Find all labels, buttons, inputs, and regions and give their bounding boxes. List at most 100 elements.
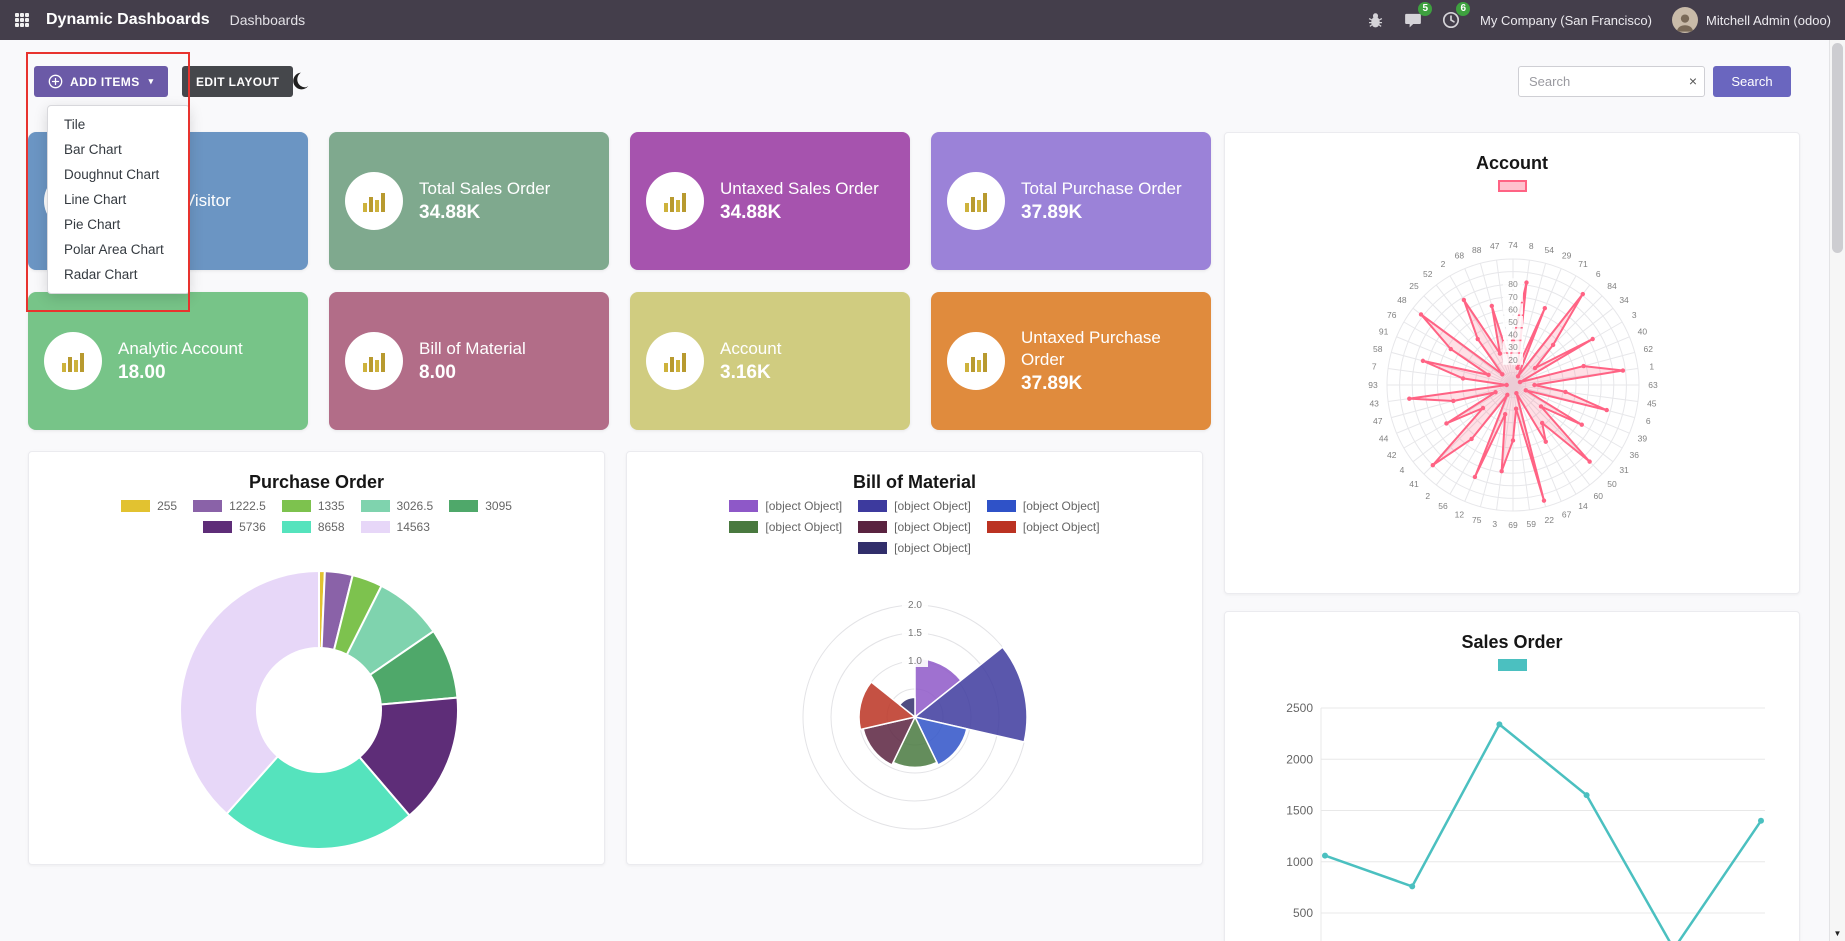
sales-order-line-chart[interactable]: 2500 2000 1500 1000 500 bbox=[1225, 612, 1799, 941]
svg-text:67: 67 bbox=[1562, 509, 1572, 519]
dashboard-tile-account[interactable]: Account 3.16K bbox=[630, 292, 910, 430]
svg-text:84: 84 bbox=[1607, 281, 1617, 291]
messages-icon[interactable]: 5 bbox=[1404, 2, 1433, 29]
legend-item[interactable]: 1222.5 bbox=[193, 499, 266, 513]
legend-color-box bbox=[360, 500, 390, 512]
legend-item[interactable]: [object Object] bbox=[729, 499, 842, 513]
dashboard-tile-total-purchase-order[interactable]: Total Purchase Order 37.89K bbox=[931, 132, 1211, 270]
legend-item[interactable]: [object Object] bbox=[986, 520, 1100, 534]
legend-item[interactable]: [object Object] bbox=[858, 499, 971, 513]
tile-title: Total Sales Order bbox=[419, 178, 551, 198]
apps-grid-icon[interactable] bbox=[14, 12, 30, 28]
debug-bug-icon[interactable] bbox=[1367, 12, 1384, 29]
legend-item[interactable] bbox=[1497, 659, 1527, 671]
dashboard-tile-untaxed-purchase-order[interactable]: Untaxed Purchase Order 37.89K bbox=[931, 292, 1211, 430]
dropdown-item-tile[interactable]: Tile bbox=[64, 117, 86, 132]
bar-chart-icon bbox=[664, 193, 686, 212]
legend-color-box bbox=[858, 500, 888, 512]
user-name: Mitchell Admin (odoo) bbox=[1706, 12, 1831, 28]
svg-text:2500: 2500 bbox=[1286, 701, 1313, 715]
dashboard-tile-untaxed-sales-order[interactable]: Untaxed Sales Order 34.88K bbox=[630, 132, 910, 270]
app-title[interactable]: Dynamic Dashboards bbox=[46, 11, 210, 28]
dropdown-item-doughnut-chart[interactable]: Doughnut Chart bbox=[64, 167, 160, 182]
add-items-button[interactable]: ADD ITEMS ▾ bbox=[34, 66, 168, 97]
legend-item[interactable]: 255 bbox=[121, 499, 177, 513]
legend-color-box bbox=[729, 500, 759, 512]
legend-item[interactable]: [object Object] bbox=[858, 520, 971, 534]
legend-item[interactable]: [object Object] bbox=[729, 520, 842, 534]
dropdown-item-line-chart[interactable]: Line Chart bbox=[64, 192, 127, 207]
svg-text:50: 50 bbox=[1508, 317, 1518, 327]
tile-title: Untaxed Sales Order bbox=[720, 178, 879, 198]
dashboard-tile-bill-of-material[interactable]: Bill of Material 8.00 bbox=[329, 292, 609, 430]
bar-chart-icon bbox=[965, 353, 987, 372]
chart-title-account: Account bbox=[1476, 153, 1548, 173]
legend-item[interactable]: [object Object] bbox=[858, 541, 971, 555]
legend-color-box bbox=[1497, 180, 1527, 192]
svg-text:25: 25 bbox=[1409, 281, 1419, 291]
dark-mode-toggle[interactable] bbox=[292, 70, 312, 90]
user-menu[interactable]: Mitchell Admin (odoo) bbox=[1672, 7, 1831, 33]
dropdown-item-radar-chart[interactable]: Radar Chart bbox=[64, 267, 138, 282]
svg-text:88: 88 bbox=[1472, 245, 1482, 255]
bar-chart-icon bbox=[363, 193, 385, 212]
dropdown-item-polar-area-chart[interactable]: Polar Area Chart bbox=[64, 242, 164, 257]
svg-text:3: 3 bbox=[1632, 310, 1637, 320]
tile-icon-circle bbox=[646, 172, 704, 230]
legend-item[interactable]: 3026.5 bbox=[360, 499, 433, 513]
dashboard-tile-total-sales-order[interactable]: Total Sales Order 34.88K bbox=[329, 132, 609, 270]
svg-text:76: 76 bbox=[1387, 310, 1397, 320]
bar-chart-icon bbox=[965, 193, 987, 212]
svg-text:36: 36 bbox=[1630, 450, 1640, 460]
menu-dashboards[interactable]: Dashboards bbox=[229, 12, 306, 28]
purchase-order-doughnut-chart[interactable] bbox=[29, 452, 604, 864]
scrollbar-thumb[interactable] bbox=[1832, 43, 1843, 253]
svg-text:1500: 1500 bbox=[1286, 804, 1313, 818]
legend-item[interactable] bbox=[1497, 180, 1527, 192]
legend-label: [object Object] bbox=[894, 499, 971, 513]
tile-title: Analytic Account bbox=[118, 338, 243, 358]
legend-label: [object Object] bbox=[894, 520, 971, 534]
legend-color-box bbox=[193, 500, 223, 512]
svg-text:80: 80 bbox=[1508, 279, 1518, 289]
svg-text:1.5: 1.5 bbox=[908, 628, 922, 639]
edit-layout-button[interactable]: EDIT LAYOUT bbox=[182, 66, 294, 97]
svg-text:7: 7 bbox=[1372, 362, 1377, 372]
scrollbar[interactable]: ▼ bbox=[1829, 40, 1845, 941]
legend-label: 1222.5 bbox=[229, 499, 266, 513]
scrollbar-down-arrow[interactable]: ▼ bbox=[1833, 928, 1842, 938]
svg-text:75: 75 bbox=[1472, 515, 1482, 525]
svg-text:12: 12 bbox=[1455, 509, 1465, 519]
legend-item[interactable]: 5736 bbox=[203, 520, 266, 534]
activities-icon[interactable]: 6 bbox=[1442, 2, 1471, 29]
svg-text:2: 2 bbox=[1425, 491, 1430, 501]
dashboard-tile-analytic-account[interactable]: Analytic Account 18.00 bbox=[28, 292, 308, 430]
svg-text:45: 45 bbox=[1647, 398, 1657, 408]
svg-text:29: 29 bbox=[1562, 251, 1572, 261]
svg-text:1.0: 1.0 bbox=[908, 656, 922, 667]
tile-title: Untaxed Purchase Order bbox=[1021, 328, 1161, 369]
add-items-dropdown-list: Tile Bar Chart Doughnut Chart Line Chart Pie… bbox=[48, 112, 189, 287]
dropdown-item-bar-chart[interactable]: Bar Chart bbox=[64, 142, 122, 157]
company-switcher[interactable]: My Company (San Francisco) bbox=[1480, 12, 1652, 28]
legend-item[interactable]: 8658 bbox=[281, 520, 345, 534]
legend-item[interactable]: 1335 bbox=[281, 499, 345, 513]
account-chart-card: Account 20 30 40 50 60 70 80 74 8 54 29 71 6 84 34 3 40 6… bbox=[1224, 132, 1800, 594]
sales-order-legend bbox=[1282, 659, 1742, 671]
legend-item[interactable]: 3095 bbox=[449, 499, 512, 513]
clear-search-icon[interactable]: × bbox=[1688, 73, 1697, 89]
tile-title: Total Purchase Order bbox=[1021, 178, 1182, 198]
dropdown-item-pie-chart[interactable]: Pie Chart bbox=[64, 217, 121, 232]
bill-of-material-polar-chart[interactable]: 1.0 1.5 2.0 bbox=[627, 452, 1202, 864]
search-button[interactable]: Search bbox=[1713, 66, 1791, 97]
svg-text:1: 1 bbox=[1649, 362, 1654, 372]
search-input[interactable] bbox=[1518, 66, 1705, 97]
svg-text:2000: 2000 bbox=[1286, 752, 1313, 766]
legend-label: 3095 bbox=[485, 499, 512, 513]
legend-item[interactable]: 14563 bbox=[360, 520, 430, 534]
purchase-order-legend: 255 1222.5 1335 3026.5 3095 5736 8658 14563 bbox=[87, 499, 547, 534]
legend-color-box bbox=[360, 521, 390, 533]
legend-item[interactable]: [object Object] bbox=[986, 499, 1100, 513]
